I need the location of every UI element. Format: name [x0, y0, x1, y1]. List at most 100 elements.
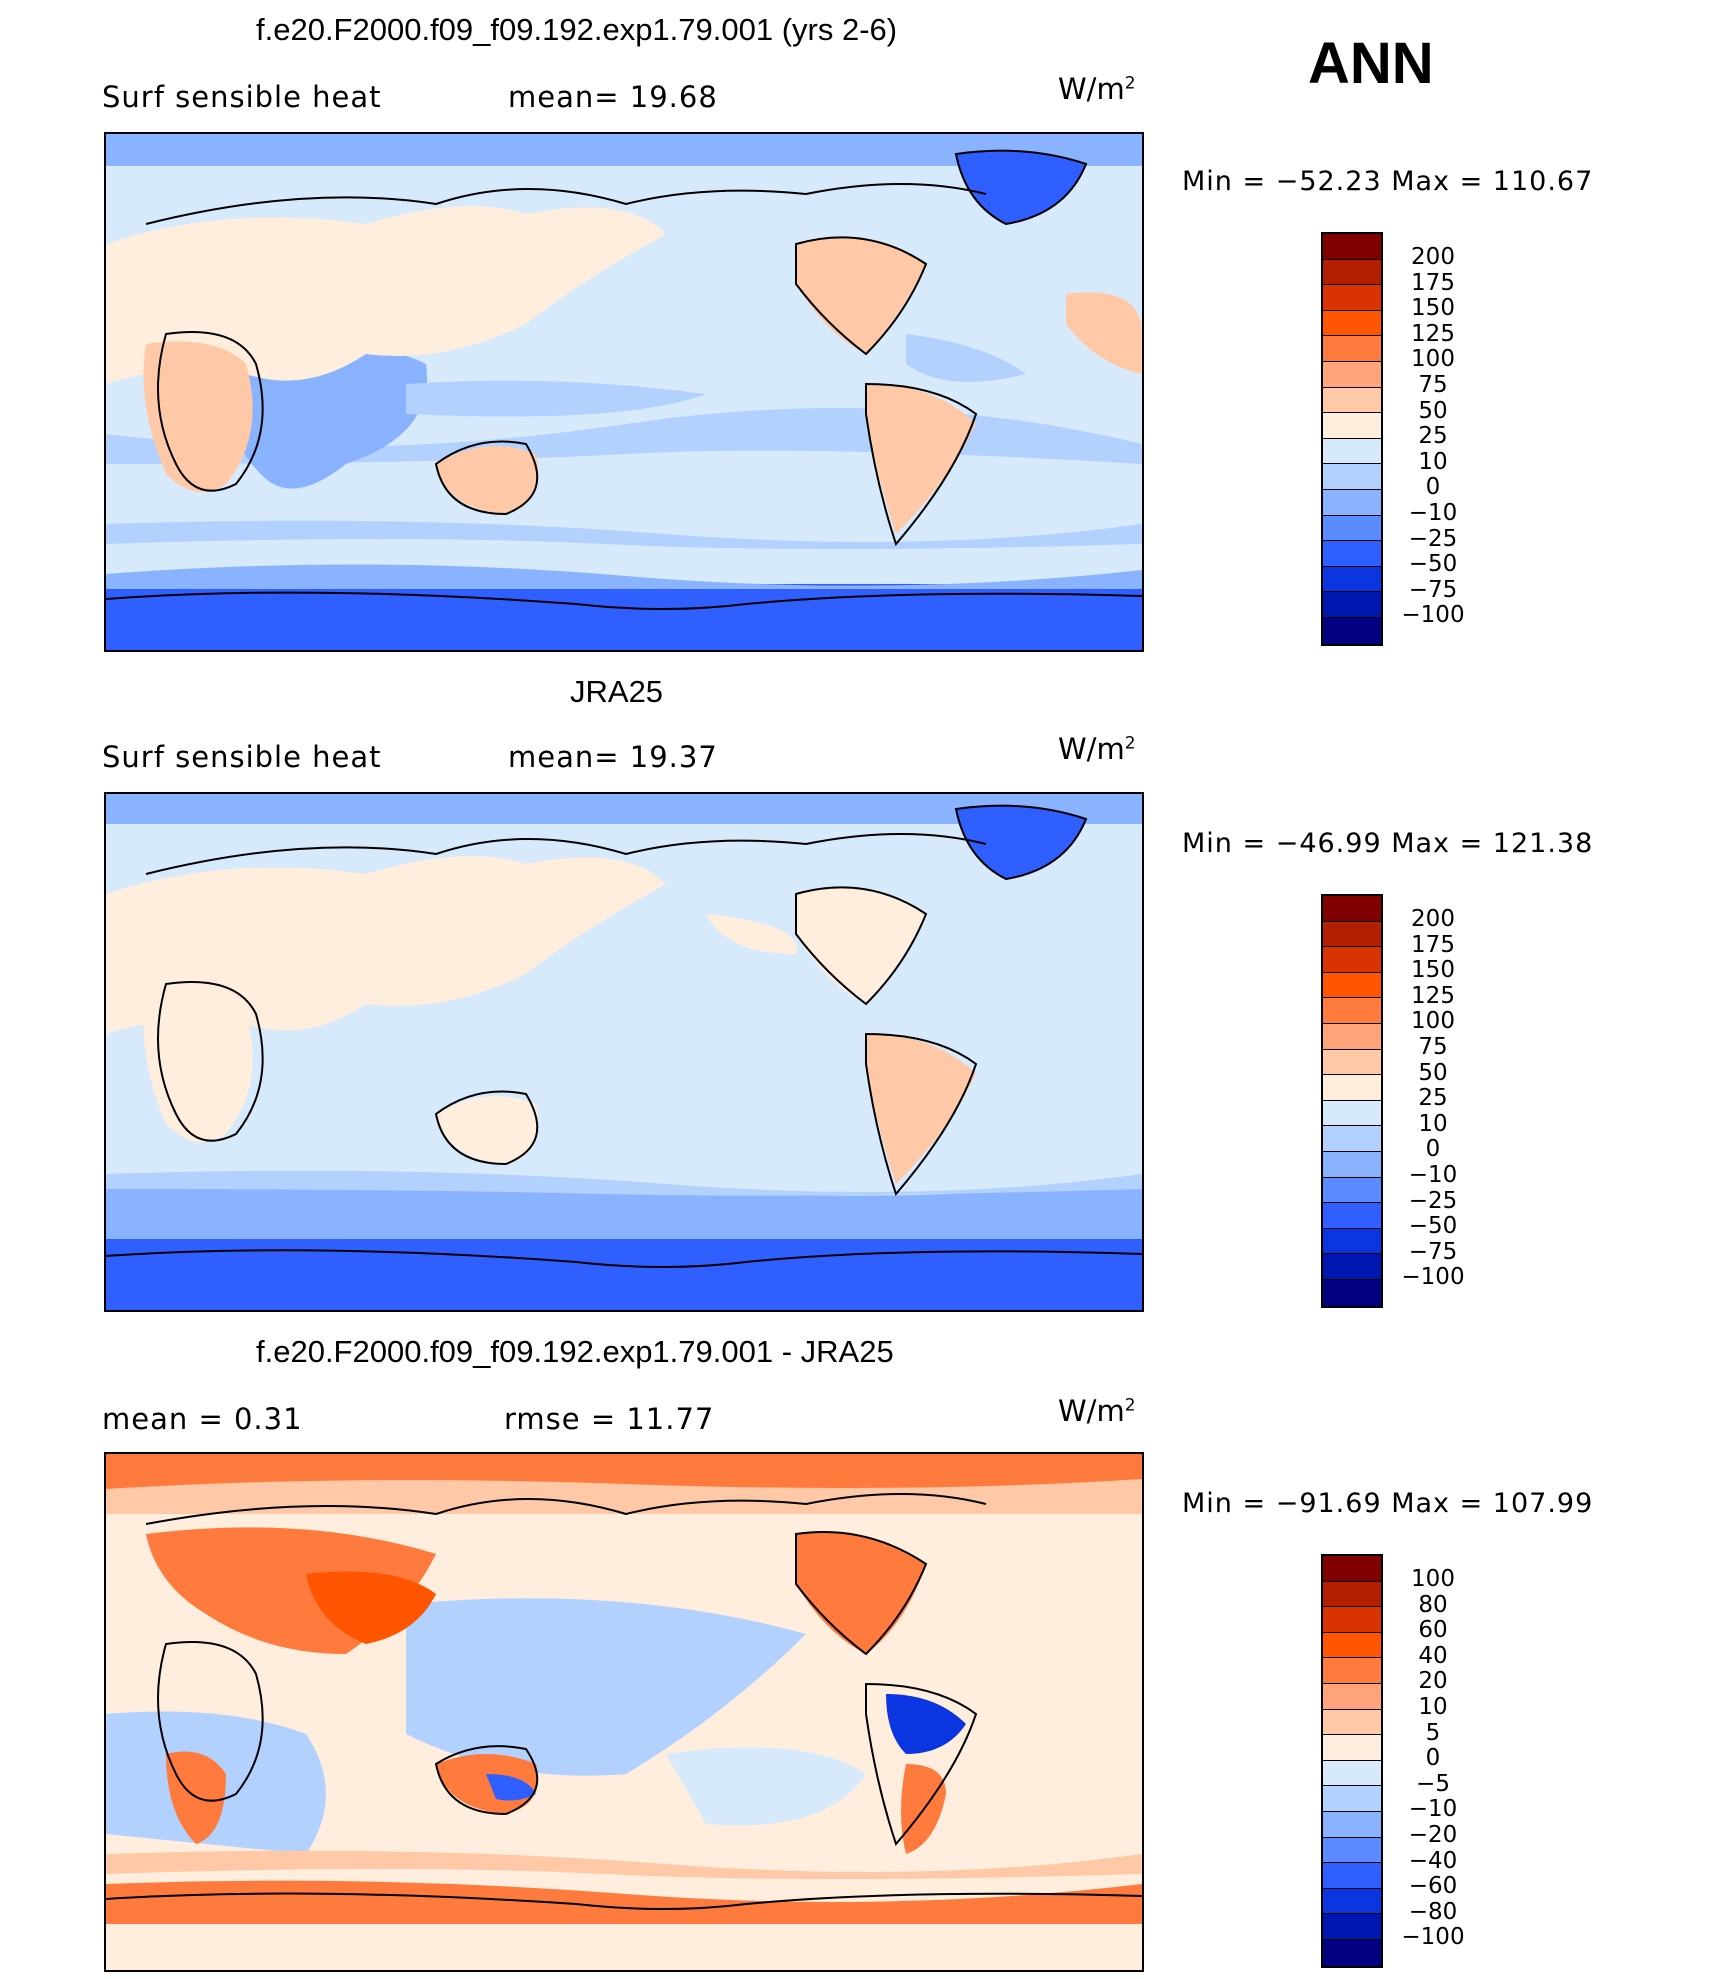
- panel2-units: W/m2: [1058, 732, 1136, 766]
- colorbar-tick-label: 25: [1418, 423, 1448, 450]
- colorbar-swatch: [1323, 1151, 1381, 1178]
- colorbar-tick-label: 60: [1418, 1617, 1448, 1644]
- colorbar-swatch: [1323, 896, 1381, 922]
- colorbar-swatch: [1323, 1709, 1381, 1736]
- colorbar-tick-label: 125: [1411, 320, 1455, 347]
- panel1-minmax: Min = −52.23 Max = 110.67: [1182, 166, 1594, 197]
- colorbar-swatch: [1323, 1939, 1381, 1966]
- colorbar-tick-label: 100: [1411, 1566, 1455, 1592]
- colorbar-swatch: [1323, 1203, 1381, 1229]
- colorbar-tick-label: 50: [1418, 397, 1448, 424]
- colorbar-tick-label: −100: [1401, 1264, 1465, 1291]
- colorbar-swatch: [1323, 515, 1381, 542]
- colorbar-tick-label: −75: [1408, 1238, 1458, 1265]
- colorbar-swatch: [1323, 1632, 1381, 1659]
- colorbar-tick-label: −25: [1408, 525, 1458, 552]
- colorbar-swatch: [1323, 1811, 1381, 1838]
- colorbar-swatch: [1323, 972, 1381, 999]
- colorbar-swatch: [1323, 489, 1381, 516]
- colorbar-swatch: [1323, 1837, 1381, 1864]
- colorbar-swatch: [1323, 259, 1381, 286]
- colorbar-tick-label: −50: [1408, 551, 1458, 578]
- panel3-rmse: rmse = 11.77: [504, 1402, 715, 1436]
- panel2-colorbar-labels: 200 175 150 125 100 75 50 25 10 0 −10 −25 −50 −75 −100: [1398, 906, 1468, 1291]
- colorbar-swatch: [1323, 438, 1381, 465]
- colorbar-swatch: [1323, 1658, 1381, 1684]
- colorbar-tick-label: 10: [1418, 1110, 1448, 1137]
- colorbar-swatch: [1323, 592, 1381, 618]
- colorbar-tick-label: 150: [1411, 295, 1455, 322]
- colorbar-swatch: [1323, 1254, 1381, 1280]
- panel1-title: f.e20.F2000.f09_f09.192.exp1.79.001 (yrs…: [256, 12, 898, 47]
- colorbar-swatch: [1323, 998, 1381, 1024]
- colorbar-tick-label: 40: [1418, 1642, 1448, 1669]
- colorbar-swatch: [1323, 1863, 1381, 1889]
- colorbar-tick-label: −80: [1408, 1898, 1458, 1925]
- colorbar-swatch: [1323, 566, 1381, 593]
- colorbar-tick-label: 200: [1411, 244, 1455, 270]
- colorbar-swatch: [1323, 1735, 1381, 1761]
- colorbar-swatch: [1323, 1279, 1381, 1306]
- colorbar-tick-label: −10: [1408, 1161, 1458, 1188]
- colorbar-tick-label: −100: [1401, 602, 1465, 629]
- panel2-map: [104, 792, 1144, 1312]
- colorbar-tick-label: −25: [1408, 1187, 1458, 1214]
- colorbar-swatch: [1323, 336, 1381, 362]
- colorbar-tick-label: −10: [1408, 1796, 1458, 1823]
- colorbar-tick-label: 100: [1411, 1008, 1455, 1035]
- panel2-field-name: Surf sensible heat: [102, 740, 382, 774]
- colorbar-tick-label: 50: [1418, 1059, 1448, 1086]
- colorbar-tick-label: 80: [1418, 1591, 1448, 1618]
- panel2-title: JRA25: [570, 674, 664, 709]
- colorbar-swatch: [1323, 541, 1381, 567]
- colorbar-swatch: [1323, 1228, 1381, 1255]
- colorbar-swatch: [1323, 310, 1381, 337]
- panel3-title: f.e20.F2000.f09_f09.192.exp1.79.001 - JR…: [256, 1334, 894, 1369]
- colorbar-swatch: [1323, 1556, 1381, 1582]
- panel3-map: [104, 1452, 1144, 1972]
- panel1-field-name: Surf sensible heat: [102, 80, 382, 114]
- panel2-minmax: Min = −46.99 Max = 121.38: [1182, 828, 1594, 859]
- colorbar-swatch: [1323, 464, 1381, 490]
- colorbar-tick-label: −100: [1401, 1924, 1465, 1951]
- colorbar-swatch: [1323, 1177, 1381, 1204]
- panel3-colorbar-labels: 100 80 60 40 20 10 5 0 −5 −10 −20 −40 −60 −80 −100: [1398, 1566, 1468, 1951]
- panel3-minmax: Min = −91.69 Max = 107.99: [1182, 1488, 1594, 1519]
- panel1-map: [104, 132, 1144, 652]
- colorbar-tick-label: −60: [1408, 1873, 1458, 1900]
- colorbar-tick-label: 200: [1411, 906, 1455, 932]
- colorbar-tick-label: 0: [1425, 1136, 1441, 1163]
- colorbar-swatch: [1323, 1023, 1381, 1050]
- colorbar-swatch: [1323, 387, 1381, 414]
- panel3-units: W/m2: [1058, 1394, 1136, 1428]
- panel1-units: W/m2: [1058, 72, 1136, 106]
- panel3-mean: mean = 0.31: [102, 1402, 303, 1436]
- colorbar-tick-label: −75: [1408, 576, 1458, 603]
- colorbar-swatch: [1323, 1075, 1381, 1101]
- colorbar-swatch: [1323, 947, 1381, 973]
- colorbar-tick-label: 20: [1418, 1668, 1448, 1695]
- colorbar-swatch: [1323, 361, 1381, 388]
- colorbar-swatch: [1323, 1786, 1381, 1812]
- colorbar-tick-label: 100: [1411, 346, 1455, 373]
- colorbar-tick-label: 0: [1425, 474, 1441, 501]
- colorbar-tick-label: −20: [1408, 1821, 1458, 1848]
- panel1-colorbar: [1321, 232, 1383, 646]
- season-label: ANN: [1308, 31, 1434, 96]
- colorbar-swatch: [1323, 285, 1381, 311]
- colorbar-tick-label: 150: [1411, 957, 1455, 984]
- colorbar-swatch: [1323, 1126, 1381, 1152]
- colorbar-tick-label: 75: [1418, 1033, 1448, 1060]
- colorbar-tick-label: 0: [1425, 1745, 1441, 1772]
- colorbar-tick-label: 10: [1418, 448, 1448, 475]
- colorbar-swatch: [1323, 1888, 1381, 1915]
- colorbar-tick-label: −10: [1408, 499, 1458, 526]
- colorbar-swatch: [1323, 1100, 1381, 1127]
- colorbar-tick-label: −40: [1408, 1847, 1458, 1874]
- colorbar-swatch: [1323, 921, 1381, 948]
- colorbar-tick-label: 75: [1418, 371, 1448, 398]
- colorbar-swatch: [1323, 1607, 1381, 1633]
- panel2-mean: mean= 19.37: [508, 740, 718, 774]
- colorbar-tick-label: 10: [1418, 1693, 1448, 1720]
- panel1-mean: mean= 19.68: [508, 80, 718, 114]
